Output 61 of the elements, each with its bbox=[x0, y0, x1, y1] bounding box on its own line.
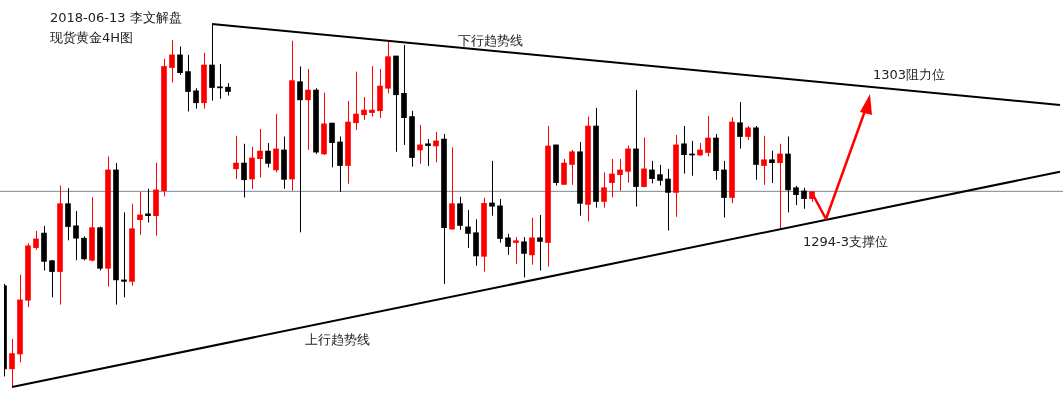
candlestick bbox=[257, 128, 263, 179]
annotation: 1294-3支撑位 bbox=[803, 233, 889, 251]
candlestick bbox=[705, 115, 711, 157]
candlestick bbox=[329, 122, 335, 168]
candlestick bbox=[793, 185, 799, 206]
candlestick bbox=[217, 63, 223, 100]
candlestick bbox=[49, 259, 55, 298]
candlestick bbox=[121, 211, 127, 298]
candlestick bbox=[465, 209, 471, 249]
annotation: 1303阻力位 bbox=[873, 66, 946, 84]
candlestick bbox=[81, 235, 87, 261]
candlestick bbox=[33, 230, 39, 251]
candlestick bbox=[353, 71, 359, 131]
candlestick bbox=[193, 87, 199, 110]
candlestick bbox=[761, 135, 767, 186]
candlestick bbox=[473, 218, 479, 267]
candlestick bbox=[529, 217, 535, 266]
candlestick bbox=[361, 96, 367, 121]
candlestick bbox=[601, 171, 607, 209]
candlestick bbox=[137, 191, 143, 236]
candlestick bbox=[505, 233, 511, 256]
candlestick bbox=[73, 210, 79, 261]
candlestick bbox=[561, 158, 567, 186]
candlestick bbox=[489, 160, 495, 217]
candlestick bbox=[569, 149, 575, 186]
candlestick bbox=[9, 338, 15, 388]
candlestick bbox=[625, 145, 631, 184]
candlestick bbox=[249, 146, 255, 190]
candlestick bbox=[769, 150, 775, 184]
candlestick bbox=[185, 54, 191, 112]
candlestick bbox=[681, 125, 687, 175]
candlestick bbox=[617, 158, 623, 192]
candlestick bbox=[649, 160, 655, 184]
candlestick bbox=[537, 214, 543, 271]
candlestick bbox=[169, 39, 175, 83]
annotation: 上行趋势线 bbox=[305, 331, 370, 349]
candlestick bbox=[273, 113, 279, 173]
candlestick bbox=[457, 196, 463, 231]
candlestick bbox=[305, 68, 311, 151]
candlestick bbox=[177, 46, 183, 76]
candlestick bbox=[241, 143, 247, 199]
candlestick bbox=[801, 187, 807, 210]
candlestick bbox=[513, 236, 519, 265]
candlestick bbox=[65, 187, 71, 241]
candlestick bbox=[417, 124, 423, 165]
annotation: 下行趋势线 bbox=[458, 32, 523, 50]
candlestick bbox=[369, 65, 375, 118]
candlestick bbox=[737, 101, 743, 150]
candlestick bbox=[609, 158, 615, 199]
candlestick bbox=[265, 142, 271, 168]
candlestick bbox=[425, 138, 431, 167]
text: 现货黄金4H图 bbox=[50, 29, 134, 47]
candlestick bbox=[777, 143, 783, 231]
candlestick bbox=[297, 65, 303, 233]
candlestick bbox=[233, 135, 239, 180]
chart-title: 2018-06-13 李文解盘 bbox=[50, 9, 182, 27]
candlestick bbox=[433, 131, 439, 163]
candlestick bbox=[641, 137, 647, 188]
candlestick bbox=[657, 164, 663, 187]
candlestick bbox=[665, 168, 671, 232]
candlestick bbox=[521, 236, 527, 278]
